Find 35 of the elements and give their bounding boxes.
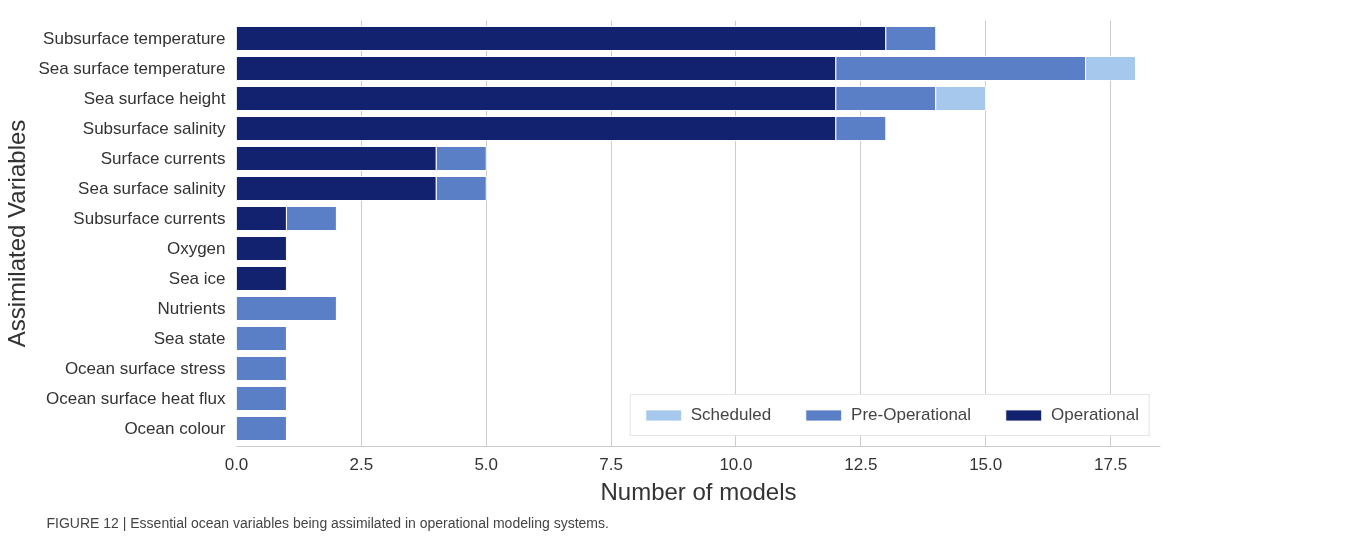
- y-tick-label: Oxygen: [166, 239, 226, 258]
- x-tick-label: 12.5: [844, 454, 878, 474]
- x-tick-label: 17.5: [1094, 454, 1128, 474]
- y-tick-label: Sea surface height: [83, 89, 226, 108]
- bar: [236, 326, 287, 351]
- y-tick-label: Sea surface temperature: [38, 59, 226, 78]
- bar: [236, 266, 287, 291]
- y-tick-label: Nutrients: [157, 299, 226, 318]
- y-axis-title: Assimilated Variables: [3, 119, 31, 348]
- bar: [236, 236, 287, 261]
- y-tick-label: Sea surface salinity: [78, 179, 226, 198]
- y-tick-label: Subsurface currents: [73, 209, 226, 228]
- bar: [236, 356, 287, 381]
- y-tick-label: Ocean surface heat flux: [45, 389, 226, 408]
- y-tick-label: Ocean surface stress: [64, 359, 226, 378]
- y-tick-label: Ocean colour: [124, 419, 226, 438]
- x-tick-label: 10.0: [719, 454, 753, 474]
- caption: FIGURE 12 | Essential ocean variables being assimilated in operational modeling systems.: [46, 514, 609, 531]
- bar: [236, 296, 337, 321]
- x-tick-label: 2.5: [349, 454, 374, 474]
- legend-label: Operational: [1051, 405, 1139, 425]
- bar: [236, 386, 287, 411]
- y-tick-label: Surface currents: [100, 149, 226, 168]
- x-tick-label: 15.0: [969, 454, 1003, 474]
- y-tick-label: Sea ice: [168, 269, 226, 288]
- legend-label: Pre-Operational: [851, 405, 972, 425]
- y-tick-label: Sea state: [153, 329, 226, 348]
- x-tick-label: 0.0: [224, 454, 249, 474]
- legend-label: Scheduled: [690, 405, 772, 425]
- x-axis-title: Number of models: [600, 477, 797, 505]
- bar: [236, 416, 287, 441]
- x-tick-label: 7.5: [599, 454, 623, 474]
- y-tick-label: Subsurface temperature: [43, 29, 226, 48]
- x-tick-label: 5.0: [474, 454, 499, 474]
- y-tick-label: Subsurface salinity: [82, 119, 226, 138]
